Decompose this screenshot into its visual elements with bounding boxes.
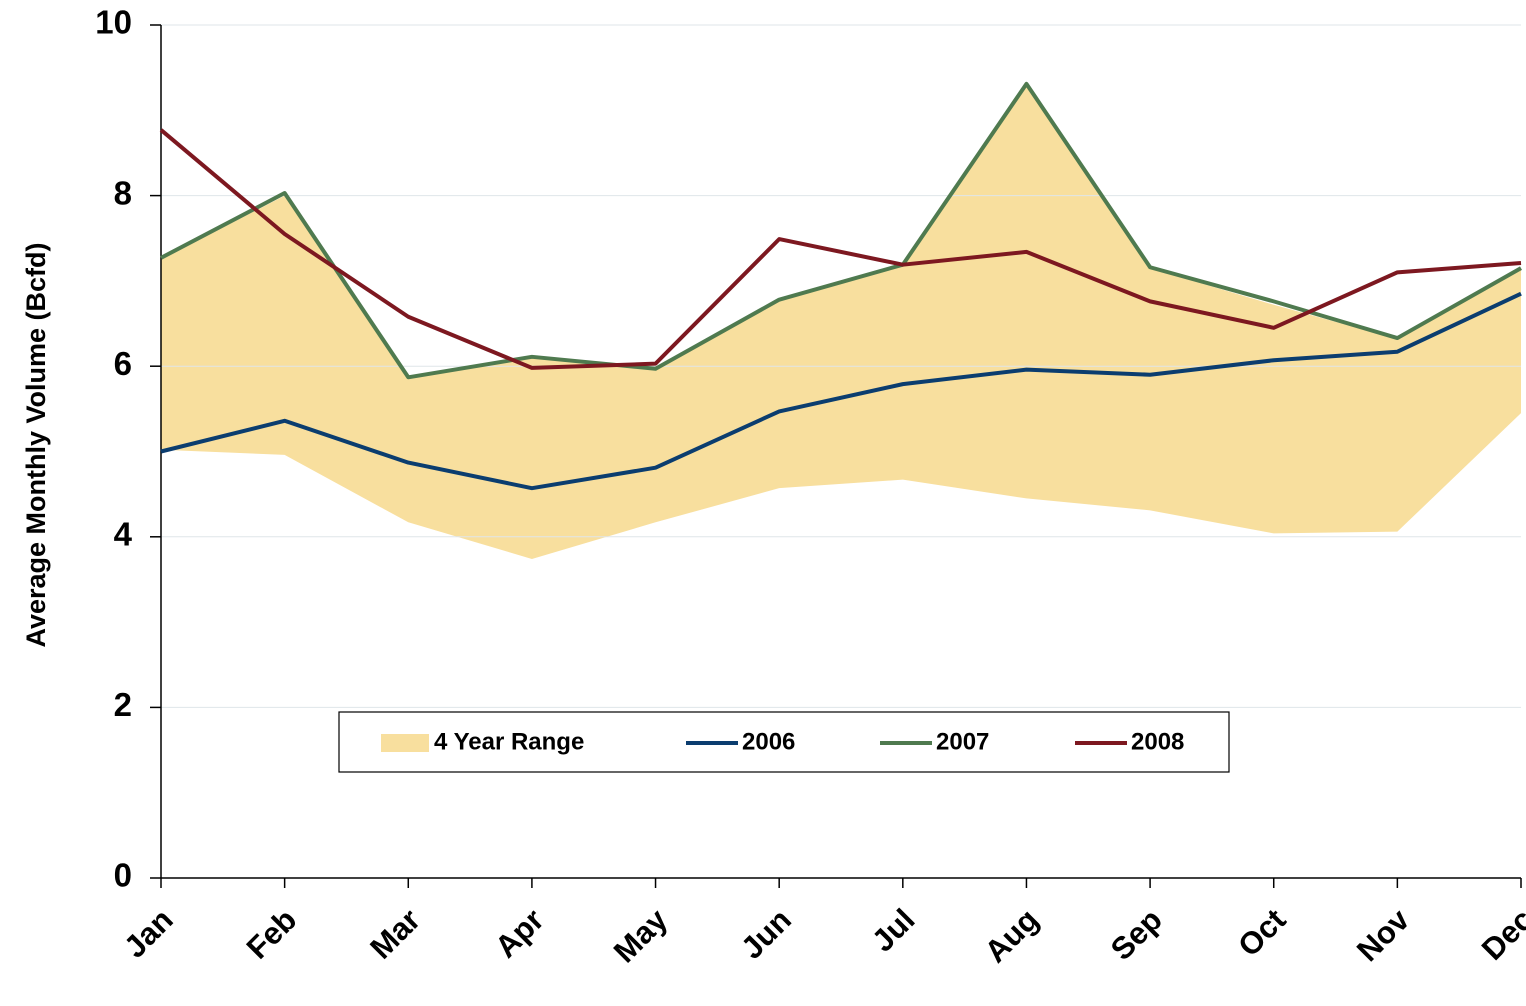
y-tick-label: 8 [114,174,132,211]
x-tick-label: Apr [488,902,551,965]
x-tick-label: Nov [1350,901,1417,968]
x-tick-label: Feb [240,902,304,966]
x-tick-label: Sep [1104,902,1169,967]
line-series [160,291,1522,491]
x-tick-label: Aug [978,902,1045,969]
x-tick-label: Oct [1231,902,1292,963]
legend-label: 4 Year Range [434,728,584,755]
legend-label: 2007 [936,728,989,755]
x-tick-label: Mar [363,902,427,966]
y-tick-label: 4 [114,516,133,553]
line-series [160,81,1522,380]
x-tick-label: Jun [734,902,798,966]
legend-label: 2006 [742,728,795,755]
legend-label: 2008 [1131,728,1184,755]
y-tick-label: 2 [114,686,132,723]
y-axis-label: Average Monthly Volume (Bcfd) [21,242,51,647]
legend: 4 Year Range 2006 2007 2008 [338,711,1230,773]
x-tick-label: Jul [865,902,921,958]
grid [161,24,1521,708]
x-tick-label: May [607,901,675,969]
y-tick-label: 10 [95,4,132,41]
legend-swatch [381,734,429,752]
line-series [159,128,1522,370]
x-tick-label: Jan [117,902,180,965]
range-area [161,84,1521,559]
y-tick-label: 0 [114,857,132,894]
y-tick-label: 6 [114,345,132,382]
x-tick-label: Dec [1475,902,1526,967]
